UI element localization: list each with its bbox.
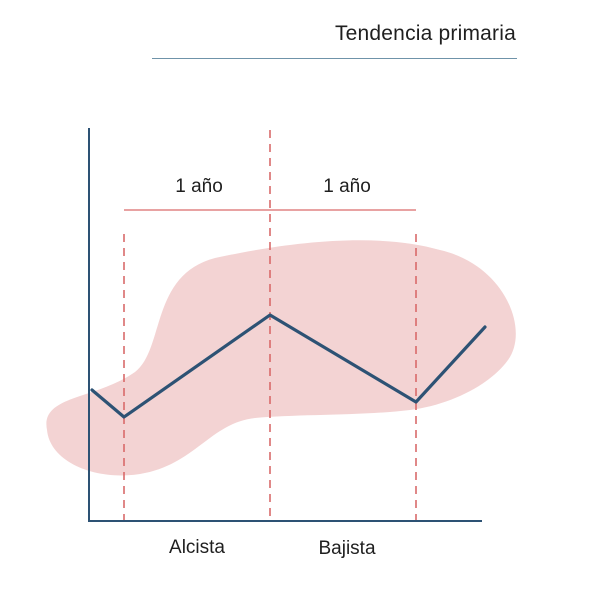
title-underline — [152, 58, 517, 59]
period-label-first-year: 1 año — [175, 176, 223, 197]
highlight-blob — [46, 240, 516, 476]
phase-label-bullish: Alcista — [169, 537, 225, 558]
trend-line — [90, 313, 487, 419]
period-label-second-year: 1 año — [323, 176, 371, 197]
diagram-title: Tendencia primaria — [334, 22, 516, 45]
phase-label-bearish: Bajista — [318, 538, 376, 559]
